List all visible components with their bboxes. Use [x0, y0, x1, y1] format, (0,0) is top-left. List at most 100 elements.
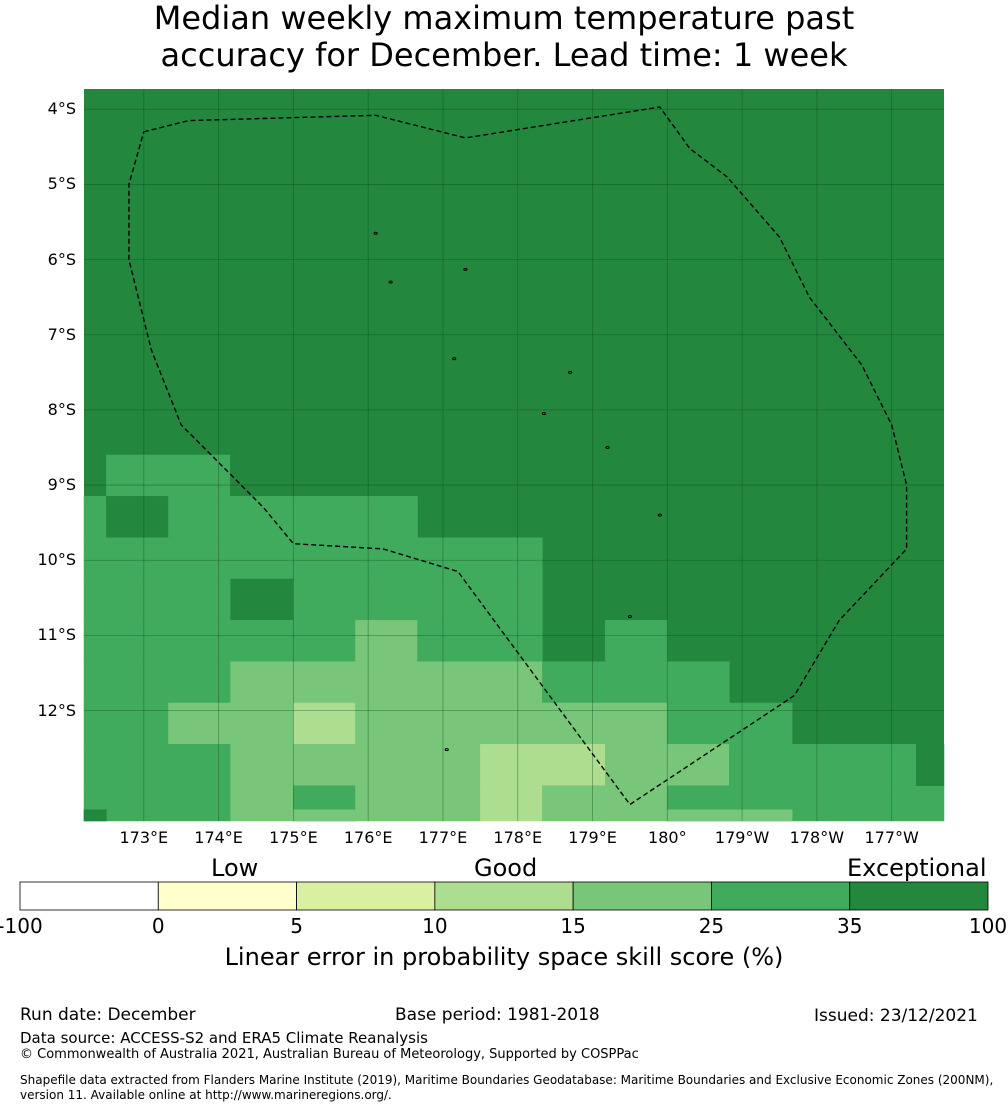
colorbar-tick-label: 100 — [968, 914, 1008, 938]
lon-tick-label: 175°E — [269, 828, 318, 847]
skill-cell — [542, 661, 730, 704]
lat-tick-label: 9°S — [47, 475, 76, 495]
skill-cell — [168, 496, 418, 538]
skill-cell — [230, 578, 294, 621]
lat-tick-label: 7°S — [47, 324, 76, 344]
lat-tick-label: 11°S — [37, 625, 76, 645]
colorbar-tick-label: 10 — [422, 914, 448, 938]
colorbar-tick-label: 25 — [698, 914, 725, 938]
shapefile-credit-line-2: version 11. Available online at http://w… — [20, 1088, 392, 1102]
skill-cell — [604, 620, 668, 662]
data-source: Data source: ACCESS-S2 and ERA5 Climate … — [20, 1029, 428, 1047]
lon-tick-label: 179°E — [568, 828, 617, 847]
skill-cell — [604, 744, 668, 786]
lon-tick-label: 174°E — [194, 828, 243, 847]
colorbar-box — [849, 881, 989, 911]
skill-cell — [293, 578, 543, 621]
island-outline — [388, 280, 393, 284]
skill-cell — [83, 809, 107, 822]
skill-cell — [667, 809, 793, 822]
shapefile-credit-line-1: Shapefile data extracted from Flanders M… — [20, 1073, 994, 1087]
skill-cell — [854, 785, 945, 822]
lat-tick-label: 12°S — [37, 700, 76, 720]
skill-cell — [168, 702, 294, 745]
skill-cell — [106, 454, 231, 497]
skill-cell — [355, 785, 481, 822]
lon-tick-label: 178°W — [789, 828, 845, 847]
lat-tick-label: 5°S — [47, 174, 76, 194]
run-date: Run date: December — [20, 1005, 196, 1025]
colorbar-tick-label: 35 — [836, 914, 863, 938]
skill-cell — [542, 785, 606, 822]
skill-cell — [230, 744, 481, 786]
island-outline — [567, 370, 573, 374]
eez-boundary — [128, 106, 908, 806]
lat-tick-label: 8°S — [47, 399, 76, 419]
colorbar-label: Linear error in probability space skill … — [224, 943, 784, 971]
lon-tick-label: 173°E — [119, 828, 169, 847]
lon-tick-label: 179°W — [714, 828, 770, 847]
chart-title: Median weekly maximum temperature past a… — [0, 0, 1008, 74]
skill-cell — [667, 702, 793, 745]
skill-cell — [230, 785, 294, 822]
lat-tick-label: 4°S — [47, 99, 76, 119]
copyright: © Commonwealth of Australia 2021, Austra… — [20, 1047, 639, 1062]
skill-cell — [355, 620, 418, 662]
island-outline — [452, 357, 457, 361]
skill-cell — [293, 809, 356, 822]
colorbar-tick-label: 15 — [560, 914, 586, 938]
island-outline — [541, 412, 547, 416]
lon-tick-label: 176°E — [343, 828, 393, 847]
skill-cell — [83, 620, 356, 662]
skill-cell — [106, 496, 169, 538]
title-line-2: accuracy for December. Lead time: 1 week — [160, 36, 848, 74]
skill-cell — [417, 537, 543, 580]
colorbar-tick-label: -100 — [0, 914, 43, 938]
colorbar-box — [711, 881, 851, 911]
lat-tick-label: 10°S — [37, 550, 76, 570]
lon-tick-label: 180° — [648, 828, 687, 847]
category-label-exceptional: Exceptional — [847, 854, 987, 882]
island-outline — [444, 748, 449, 752]
islands — [373, 231, 662, 752]
category-label-low: Low — [211, 854, 259, 882]
colorbar-box — [572, 881, 712, 911]
skill-cell — [417, 620, 543, 662]
issued-date: Issued: 23/12/2021 — [814, 1006, 978, 1026]
skill-cell — [230, 661, 543, 704]
skill-cell — [355, 702, 668, 745]
skill-cell — [83, 744, 231, 786]
island-outline — [657, 513, 662, 517]
skill-cell — [83, 578, 231, 621]
lon-tick-label: 177°E — [418, 828, 468, 847]
skill-cell — [916, 744, 945, 786]
colorbar-boxes — [19, 881, 989, 911]
colorbar-box — [434, 881, 574, 911]
island-outline — [463, 267, 468, 271]
colorbar-box — [296, 881, 436, 911]
skill-cell — [83, 537, 418, 580]
skill-cell — [667, 744, 730, 786]
skill-cell — [83, 785, 231, 822]
title-line-1: Median weekly maximum temperature past — [153, 0, 855, 37]
colorbar-tick-label: 5 — [290, 914, 303, 938]
eez-boundary-line — [128, 106, 908, 806]
island-outline — [373, 231, 378, 235]
skill-cell — [480, 785, 543, 822]
skill-cell — [604, 785, 668, 822]
lon-tick-label: 177°W — [864, 828, 919, 847]
skill-cell — [729, 744, 917, 786]
skill-cell — [480, 744, 606, 786]
lon-tick-label: 178°E — [493, 828, 543, 847]
skill-cells — [83, 454, 945, 822]
colorbar-box — [19, 881, 159, 911]
base-period: Base period: 1981-2018 — [395, 1005, 600, 1025]
skill-cell — [83, 496, 107, 538]
colorbar-box — [157, 881, 297, 911]
skill-cell — [83, 661, 231, 704]
island-outline — [627, 615, 633, 619]
graticule — [84, 89, 944, 821]
colorbar-tick-label: 0 — [151, 914, 165, 938]
island-outline — [605, 445, 610, 449]
